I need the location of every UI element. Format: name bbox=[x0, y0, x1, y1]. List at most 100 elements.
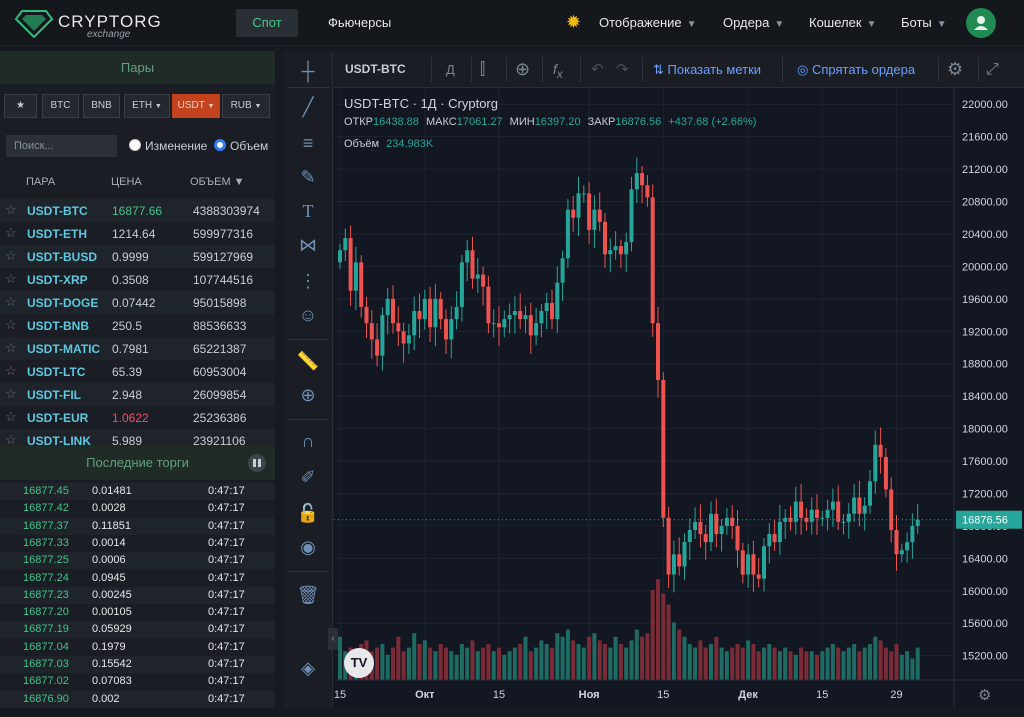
fib-lines-icon[interactable]: ≡ bbox=[302, 133, 314, 153]
table-row[interactable]: ☆ USDT-XRP 0.3508 107744516 bbox=[0, 268, 275, 291]
trade-price: 16877.42 bbox=[23, 502, 69, 515]
nav-futures-link[interactable]: Фьючерсы bbox=[328, 15, 392, 30]
show-marks-button[interactable]: ⇅ Показать метки bbox=[653, 51, 761, 88]
undo-icon[interactable]: ↶ bbox=[591, 61, 604, 78]
star-icon[interactable]: ☆ bbox=[5, 432, 17, 447]
indicators-icon[interactable]: fx bbox=[553, 61, 563, 81]
collapse-toolbar-handle[interactable]: ‹ bbox=[328, 628, 338, 650]
candle bbox=[719, 525, 724, 535]
price-chart[interactable]: 22000.00 21600.00 21200.00 20800.00 20400.00… bbox=[328, 88, 1024, 708]
prediction-icon[interactable]: ⋮ bbox=[299, 271, 317, 291]
tab-usdt[interactable]: USDT ▼ bbox=[172, 94, 220, 118]
star-icon[interactable]: ☆ bbox=[5, 340, 17, 355]
list-item: 16877.25 0.0006 0:47:17 bbox=[0, 552, 275, 570]
tab-rub[interactable]: RUB ▼ bbox=[222, 94, 270, 118]
volume-bar bbox=[793, 654, 798, 680]
volume-bar bbox=[878, 640, 883, 680]
menu-bots[interactable]: Боты ▼ bbox=[901, 15, 947, 30]
star-icon[interactable]: ☆ bbox=[5, 409, 17, 424]
candle bbox=[428, 298, 433, 328]
chevron-down-icon: ▼ bbox=[254, 103, 262, 110]
compare-icon[interactable]: ⊕ bbox=[515, 59, 531, 79]
star-icon[interactable]: ☆ bbox=[5, 271, 17, 286]
interval-selector[interactable]: Д bbox=[446, 62, 455, 77]
table-row[interactable]: ☆ USDT-DOGE 0.07442 95015898 bbox=[0, 291, 275, 314]
star-icon[interactable]: ☆ bbox=[5, 317, 17, 332]
brush-icon[interactable]: ✎ bbox=[300, 167, 316, 187]
symbol-selector[interactable]: USDT-BTC bbox=[345, 62, 406, 76]
crosshair-icon[interactable]: ┼ bbox=[301, 61, 315, 81]
table-row[interactable]: ☆ USDT-FIL 2.948 26099854 bbox=[0, 383, 275, 406]
volume-bar bbox=[762, 647, 766, 680]
pair-volume: 25236386 bbox=[193, 411, 247, 425]
volume-bar bbox=[671, 622, 676, 680]
price-tick-label: 21600.00 bbox=[962, 132, 1008, 144]
lock-icon[interactable]: 🔓 bbox=[296, 503, 320, 523]
table-row[interactable]: ☆ USDT-MATIC 0.7981 65221387 bbox=[0, 337, 275, 360]
nav-spot-button[interactable]: Спот bbox=[236, 9, 298, 37]
table-row[interactable]: ☆ USDT-BNB 250.5 88536633 bbox=[0, 314, 275, 337]
redo-icon[interactable]: ↷ bbox=[616, 61, 629, 78]
candle bbox=[915, 519, 920, 526]
star-icon[interactable]: ☆ bbox=[5, 294, 17, 309]
column-header-price[interactable]: ЦЕНА bbox=[111, 176, 142, 188]
column-header-pair[interactable]: ПАРА bbox=[26, 176, 56, 188]
pause-icon[interactable] bbox=[248, 454, 266, 472]
table-row[interactable]: ☆ USDT-BUSD 0.9999 599127969 bbox=[0, 245, 275, 268]
magnet-icon[interactable]: ∩ bbox=[301, 431, 315, 451]
tradingview-logo-icon[interactable]: TV bbox=[344, 648, 374, 678]
avatar[interactable] bbox=[966, 8, 996, 38]
pairs-panel-title: Пары bbox=[0, 51, 275, 84]
star-icon[interactable]: ☆ bbox=[5, 386, 17, 401]
zoom-in-icon[interactable]: ⊕ bbox=[300, 385, 316, 405]
volume-bar bbox=[862, 647, 867, 680]
candlestick-chart[interactable]: 22000.00 21600.00 21200.00 20800.00 20400.00… bbox=[334, 88, 1024, 708]
eye-icon[interactable]: ◉ bbox=[300, 537, 316, 557]
tab-eth-label: ETH bbox=[132, 100, 153, 111]
table-row[interactable]: ☆ USDT-EUR 1.0622 25236386 bbox=[0, 406, 275, 429]
gear-icon[interactable]: ⚙ bbox=[947, 59, 964, 79]
tab-bnb[interactable]: BNB bbox=[83, 94, 120, 118]
column-header-volume[interactable]: ОБЪЕМ ▼ bbox=[190, 176, 245, 188]
radio-volume[interactable] bbox=[214, 139, 226, 151]
hide-orders-button[interactable]: ◎ Спрятать ордера bbox=[797, 51, 915, 88]
fullscreen-icon[interactable]: ⤢ bbox=[986, 61, 999, 78]
ruler-icon[interactable]: 📏 bbox=[296, 351, 320, 371]
tab-favorites[interactable]: ★ bbox=[4, 94, 37, 118]
emoji-icon[interactable]: ☺ bbox=[298, 305, 318, 325]
star-icon[interactable]: ☆ bbox=[5, 225, 17, 240]
price-tick-label: 15600.00 bbox=[962, 618, 1008, 630]
text-tool-icon[interactable]: T bbox=[302, 201, 314, 221]
volume-bar bbox=[608, 647, 613, 680]
volume-bar bbox=[401, 651, 406, 680]
candle bbox=[650, 197, 655, 324]
star-icon[interactable]: ☆ bbox=[5, 248, 17, 263]
pattern-icon[interactable]: ⋈ bbox=[299, 235, 317, 255]
search-input[interactable] bbox=[6, 135, 117, 157]
star-icon[interactable]: ☆ bbox=[5, 363, 17, 378]
radio-change[interactable] bbox=[129, 139, 141, 151]
chevron-down-icon: ▼ bbox=[154, 103, 162, 110]
trade-price: 16877.03 bbox=[23, 658, 69, 670]
radio-volume-label: Объем bbox=[230, 139, 269, 153]
cryptorg-logo-icon[interactable] bbox=[14, 8, 54, 38]
menu-display[interactable]: Отображение ▼ bbox=[599, 15, 697, 30]
table-row[interactable]: ☆ USDT-ETH 1214.64 599977316 bbox=[0, 222, 275, 245]
candle bbox=[783, 517, 788, 522]
layers-icon[interactable]: ◈ bbox=[301, 658, 315, 678]
theme-sun-icon[interactable]: ✹ bbox=[566, 12, 582, 32]
price-axis bbox=[954, 88, 1024, 708]
star-icon[interactable]: ☆ bbox=[5, 202, 17, 217]
tab-eth[interactable]: ETH ▼ bbox=[124, 94, 170, 118]
menu-orders[interactable]: Ордера ▼ bbox=[723, 15, 784, 30]
table-row[interactable]: ☆ USDT-LTC 65.39 60953004 bbox=[0, 360, 275, 383]
gear-icon[interactable]: ⚙ bbox=[978, 687, 992, 704]
candles-icon[interactable]: ⫿ bbox=[480, 61, 486, 78]
trash-icon[interactable]: 🗑 bbox=[296, 585, 320, 605]
pair-volume: 88536633 bbox=[193, 319, 247, 333]
tab-btc[interactable]: BTC bbox=[42, 94, 79, 118]
trend-line-icon[interactable]: ╱ bbox=[302, 97, 314, 117]
lock-drawing-icon[interactable]: ✐ bbox=[300, 467, 316, 487]
menu-wallet[interactable]: Кошелек ▼ bbox=[809, 15, 876, 30]
table-row[interactable]: ☆ USDT-BTC 16877.66 4388303974 bbox=[0, 199, 275, 222]
